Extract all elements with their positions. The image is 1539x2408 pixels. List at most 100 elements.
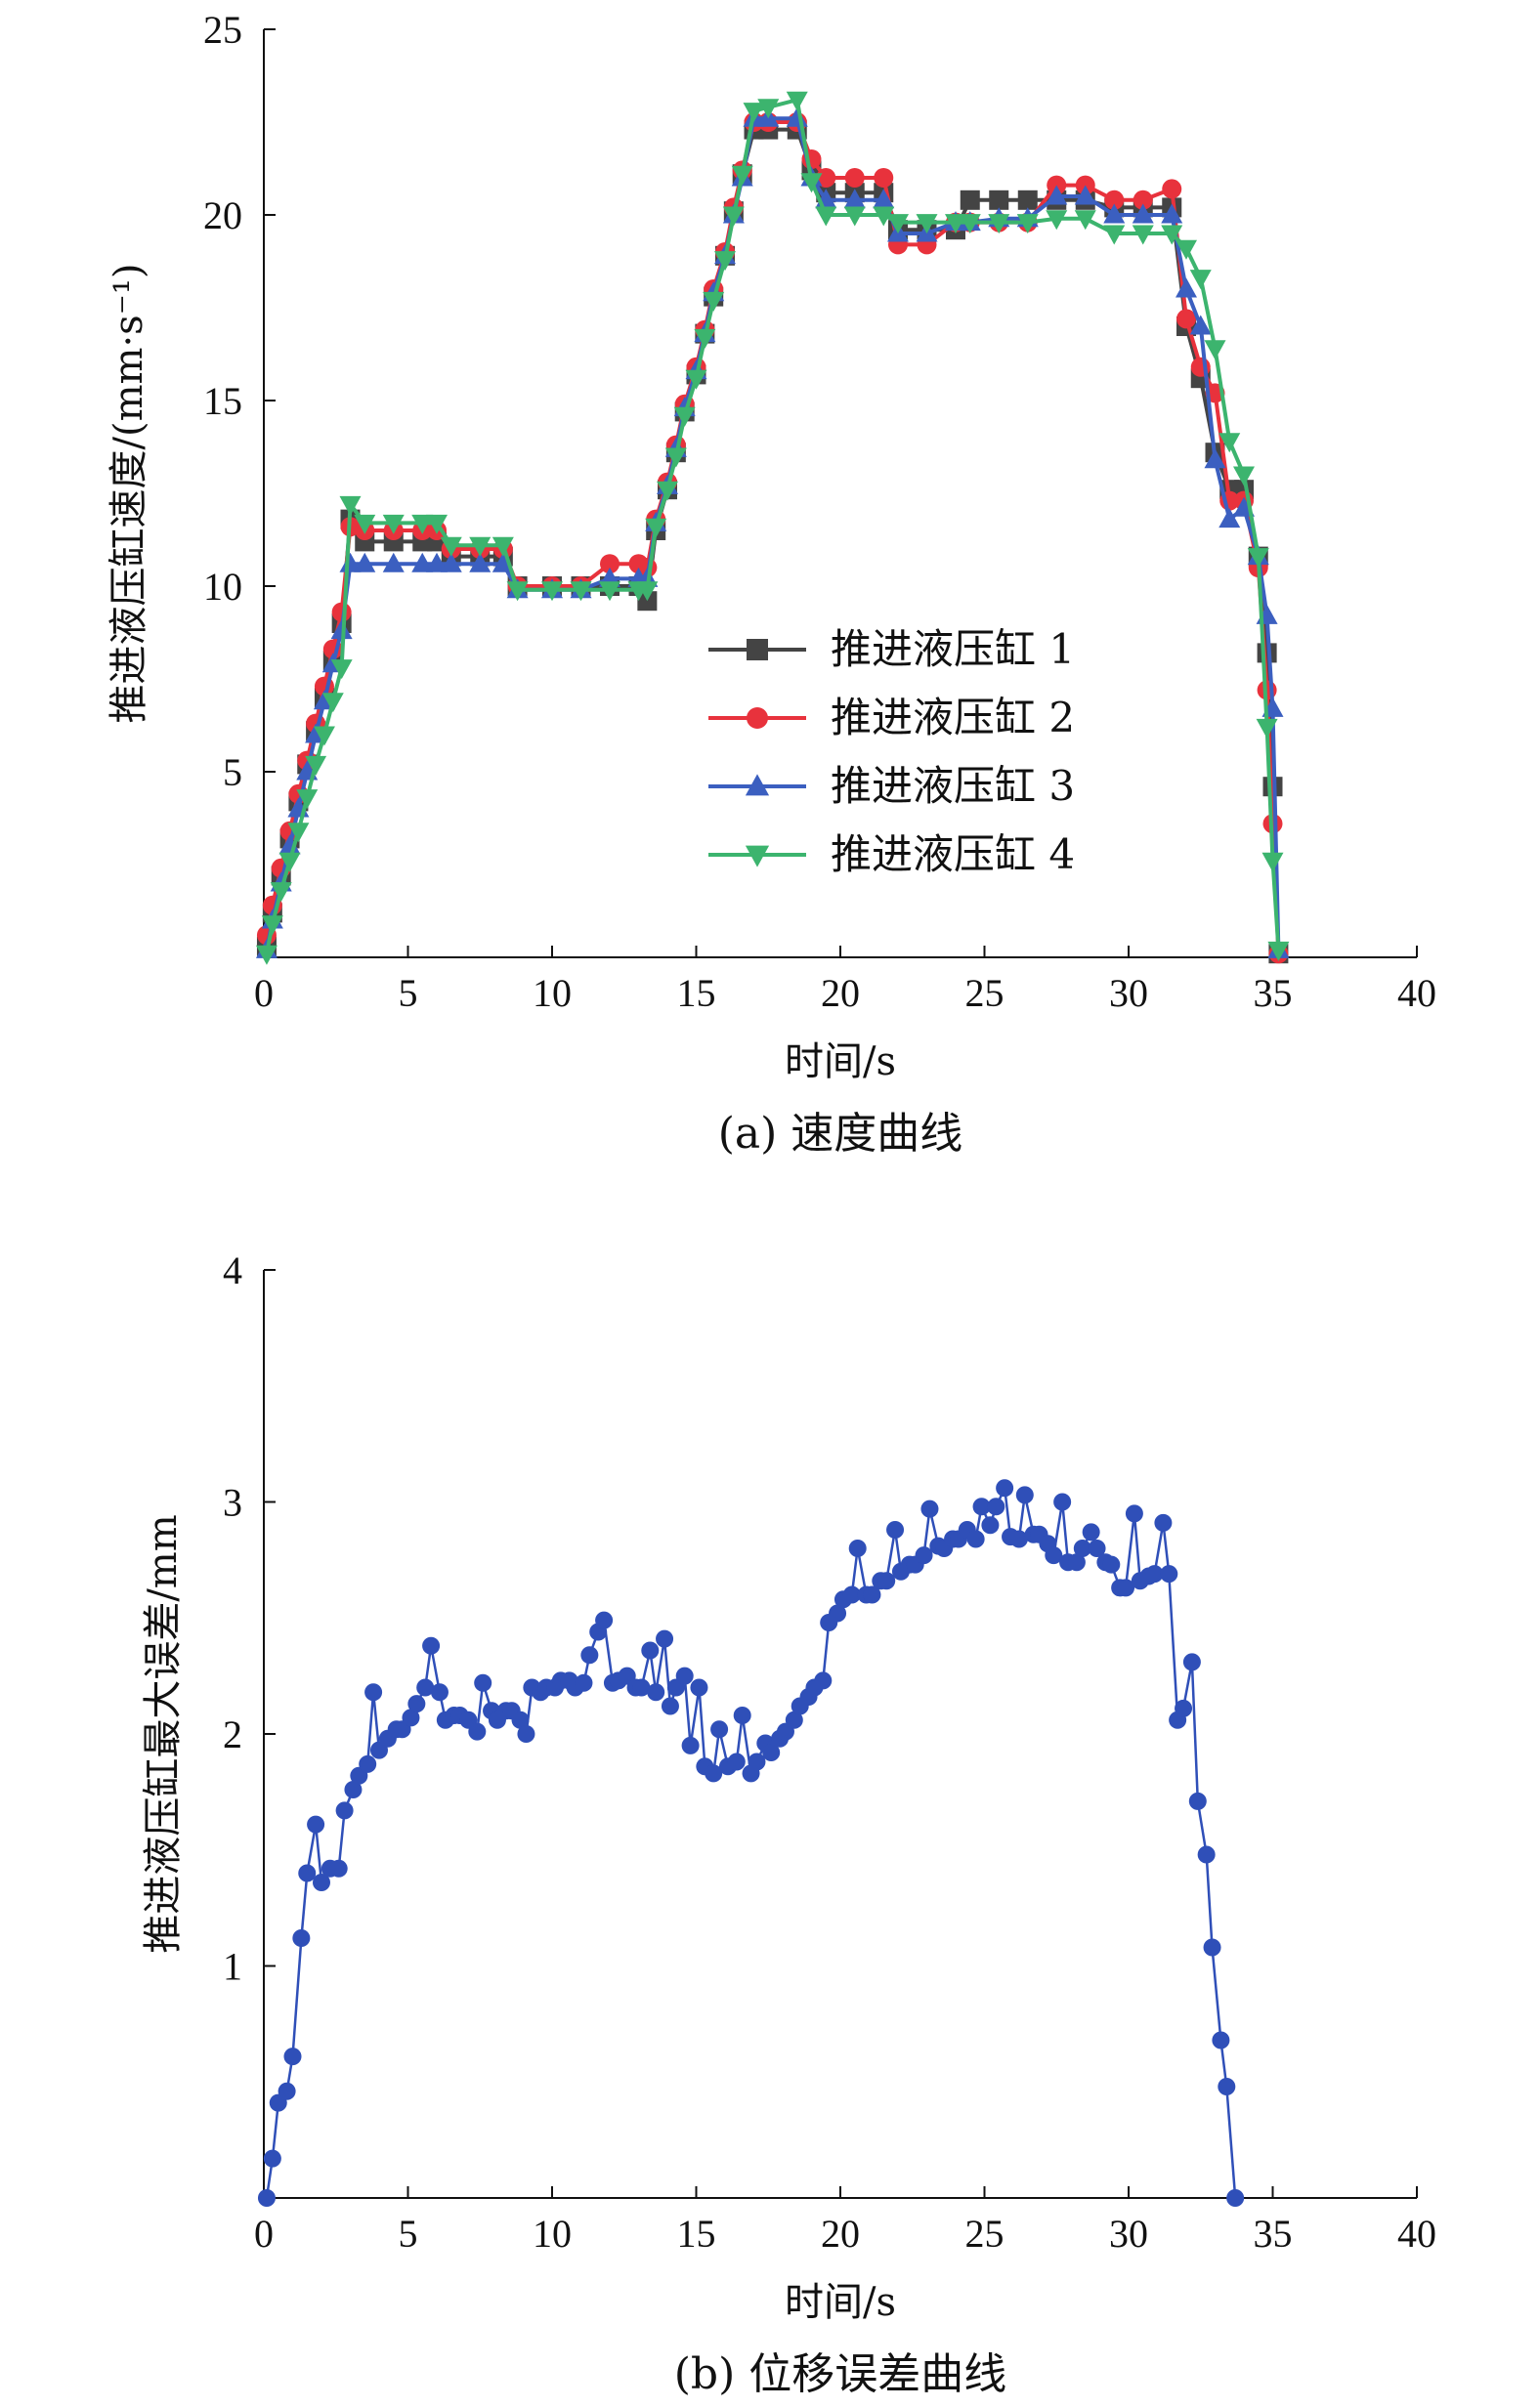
speed-chart-legend: 推进液压缸 1 推进液压缸 2 推进液压缸 3 推进液压缸 4 — [708, 625, 1075, 878]
y-tick-label: 5 — [223, 750, 242, 794]
data-point — [656, 1629, 674, 1648]
data-point — [1067, 1553, 1086, 1572]
data-point — [330, 619, 353, 640]
data-point — [873, 189, 895, 209]
error-chart-axes — [263, 1270, 1417, 2199]
data-point — [722, 206, 745, 227]
data-point — [1162, 179, 1182, 199]
data-point — [829, 1604, 847, 1623]
legend-item-1: 推进液压缸 1 — [708, 625, 1075, 673]
x-tick-label: 25 — [965, 2212, 1005, 2256]
data-point — [1204, 340, 1226, 360]
y-tick-label: 1 — [223, 1945, 242, 1989]
data-point — [636, 581, 659, 602]
data-point — [305, 755, 327, 776]
data-point — [411, 514, 434, 534]
y-tick-label: 3 — [223, 1481, 242, 1525]
legend-marker — [747, 639, 768, 660]
data-point — [714, 251, 736, 272]
data-point — [422, 1636, 441, 1655]
data-point — [1247, 548, 1269, 569]
data-point — [1045, 1546, 1063, 1565]
x-tick-label: 10 — [533, 2212, 572, 2256]
data-point — [261, 915, 283, 936]
legend-marker — [745, 845, 770, 867]
data-point — [727, 1753, 746, 1771]
data-point — [296, 789, 319, 810]
data-point — [1125, 1504, 1143, 1523]
legend-item-2: 推进液压缸 2 — [708, 694, 1075, 741]
data-point — [647, 1683, 665, 1702]
data-point — [1154, 1513, 1173, 1532]
data-point — [1132, 225, 1154, 245]
data-point — [800, 173, 823, 193]
data-point — [873, 206, 895, 227]
data-point — [1104, 190, 1125, 210]
data-point — [988, 214, 1010, 234]
x-tick-label: 30 — [1109, 971, 1148, 1015]
data-point — [1074, 210, 1096, 231]
data-point — [915, 1546, 933, 1565]
data-point — [1189, 315, 1212, 335]
data-point — [641, 1641, 660, 1660]
data-point — [270, 882, 292, 903]
data-point — [359, 1754, 377, 1773]
data-point — [673, 406, 696, 427]
x-tick-label: 40 — [1397, 971, 1436, 1015]
data-point — [1046, 185, 1068, 205]
error-chart-y-axis-title: 推进液压缸最大误差/mm — [141, 1514, 186, 1953]
data-point — [681, 1736, 700, 1754]
data-point — [877, 1572, 896, 1590]
data-point — [989, 190, 1009, 210]
data-point — [278, 2082, 296, 2100]
legend-label: 推进液压缸 3 — [831, 762, 1075, 810]
data-point — [354, 552, 376, 572]
data-point — [263, 2149, 281, 2168]
data-point — [287, 823, 310, 843]
x-tick-label: 10 — [533, 971, 572, 1015]
data-point — [664, 447, 687, 468]
data-point — [959, 214, 981, 234]
data-point — [645, 518, 667, 538]
data-point — [1175, 1699, 1193, 1717]
data-point — [426, 514, 448, 534]
data-point — [1161, 203, 1183, 224]
data-point — [731, 165, 753, 186]
data-point — [1103, 225, 1126, 245]
data-point — [354, 514, 376, 534]
x-tick-label: 0 — [254, 2212, 274, 2256]
data-point — [511, 1711, 530, 1729]
data-point — [815, 206, 837, 227]
data-point — [517, 1725, 535, 1743]
x-tick-label: 5 — [399, 2212, 418, 2256]
data-point — [541, 581, 563, 602]
data-point — [298, 1864, 317, 1882]
data-point — [705, 1764, 723, 1783]
data-point — [1233, 466, 1255, 486]
data-point — [1218, 2078, 1236, 2095]
data-point — [506, 581, 529, 602]
x-tick-label: 15 — [677, 971, 716, 1015]
data-point — [1160, 1565, 1178, 1584]
data-point — [694, 328, 716, 349]
data-point — [844, 168, 865, 188]
x-tick-label: 35 — [1254, 971, 1293, 1015]
data-point — [1082, 1523, 1100, 1542]
speed-chart: 0 5 10 15 20 25 30 35 40 5 10 15 20 25 推进液压缸速度/(mm·s⁻… — [107, 8, 1436, 1159]
speed-chart-caption: (a) 速度曲线 — [718, 1109, 963, 1159]
data-point — [1016, 214, 1039, 234]
series-1 — [256, 119, 1289, 964]
data-point — [364, 1683, 383, 1702]
data-point — [1188, 1792, 1207, 1810]
data-point — [474, 1673, 492, 1692]
x-tick-label: 40 — [1397, 2212, 1436, 2256]
x-tick-label: 15 — [677, 2212, 716, 2256]
data-point — [1145, 1565, 1164, 1584]
data-point — [492, 536, 514, 557]
series-4 — [255, 91, 1290, 965]
data-point — [1103, 203, 1126, 224]
legend-item-4: 推进液压缸 4 — [708, 830, 1075, 878]
y-tick-label: 4 — [223, 1248, 242, 1292]
speed-chart-x-axis-title: 时间/s — [785, 1039, 896, 1084]
